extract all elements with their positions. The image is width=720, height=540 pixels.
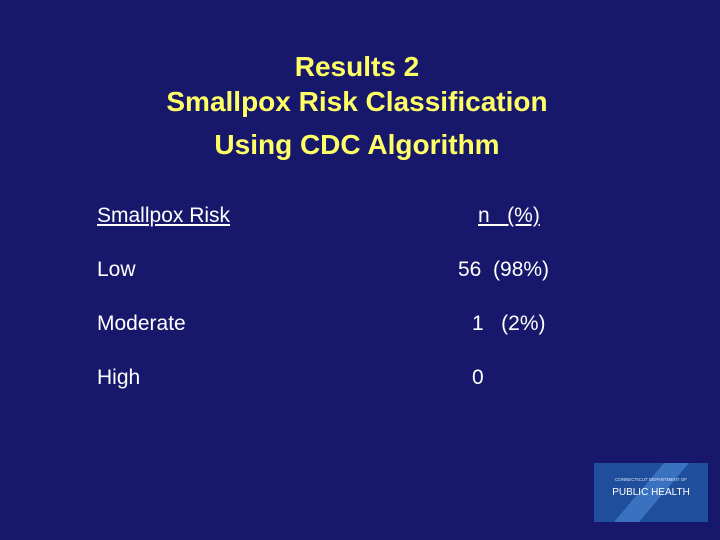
column-header: Smallpox Risk [97,204,231,227]
title-line: Results 2 [294,51,420,82]
logo-top-text: CONNECTICUT DEPARTMENT OF [615,477,687,482]
row-label: Moderate [97,312,186,335]
title-line: Using CDC Algorithm [214,129,500,160]
logo-name: PUBLIC HEALTH [612,487,690,498]
row-value: 0 [472,366,484,389]
row-value: 56 (98%) [458,258,550,281]
title-line: Smallpox Risk Classification [166,86,548,117]
column-header: n (%) [478,204,540,227]
row-label: Low [97,258,136,281]
row-value: 1 (2%) [472,312,546,335]
logo: CONNECTICUT DEPARTMENT OF PUBLIC HEALTH [594,463,708,522]
logo-stripe [614,463,689,522]
row-label: High [97,366,141,389]
